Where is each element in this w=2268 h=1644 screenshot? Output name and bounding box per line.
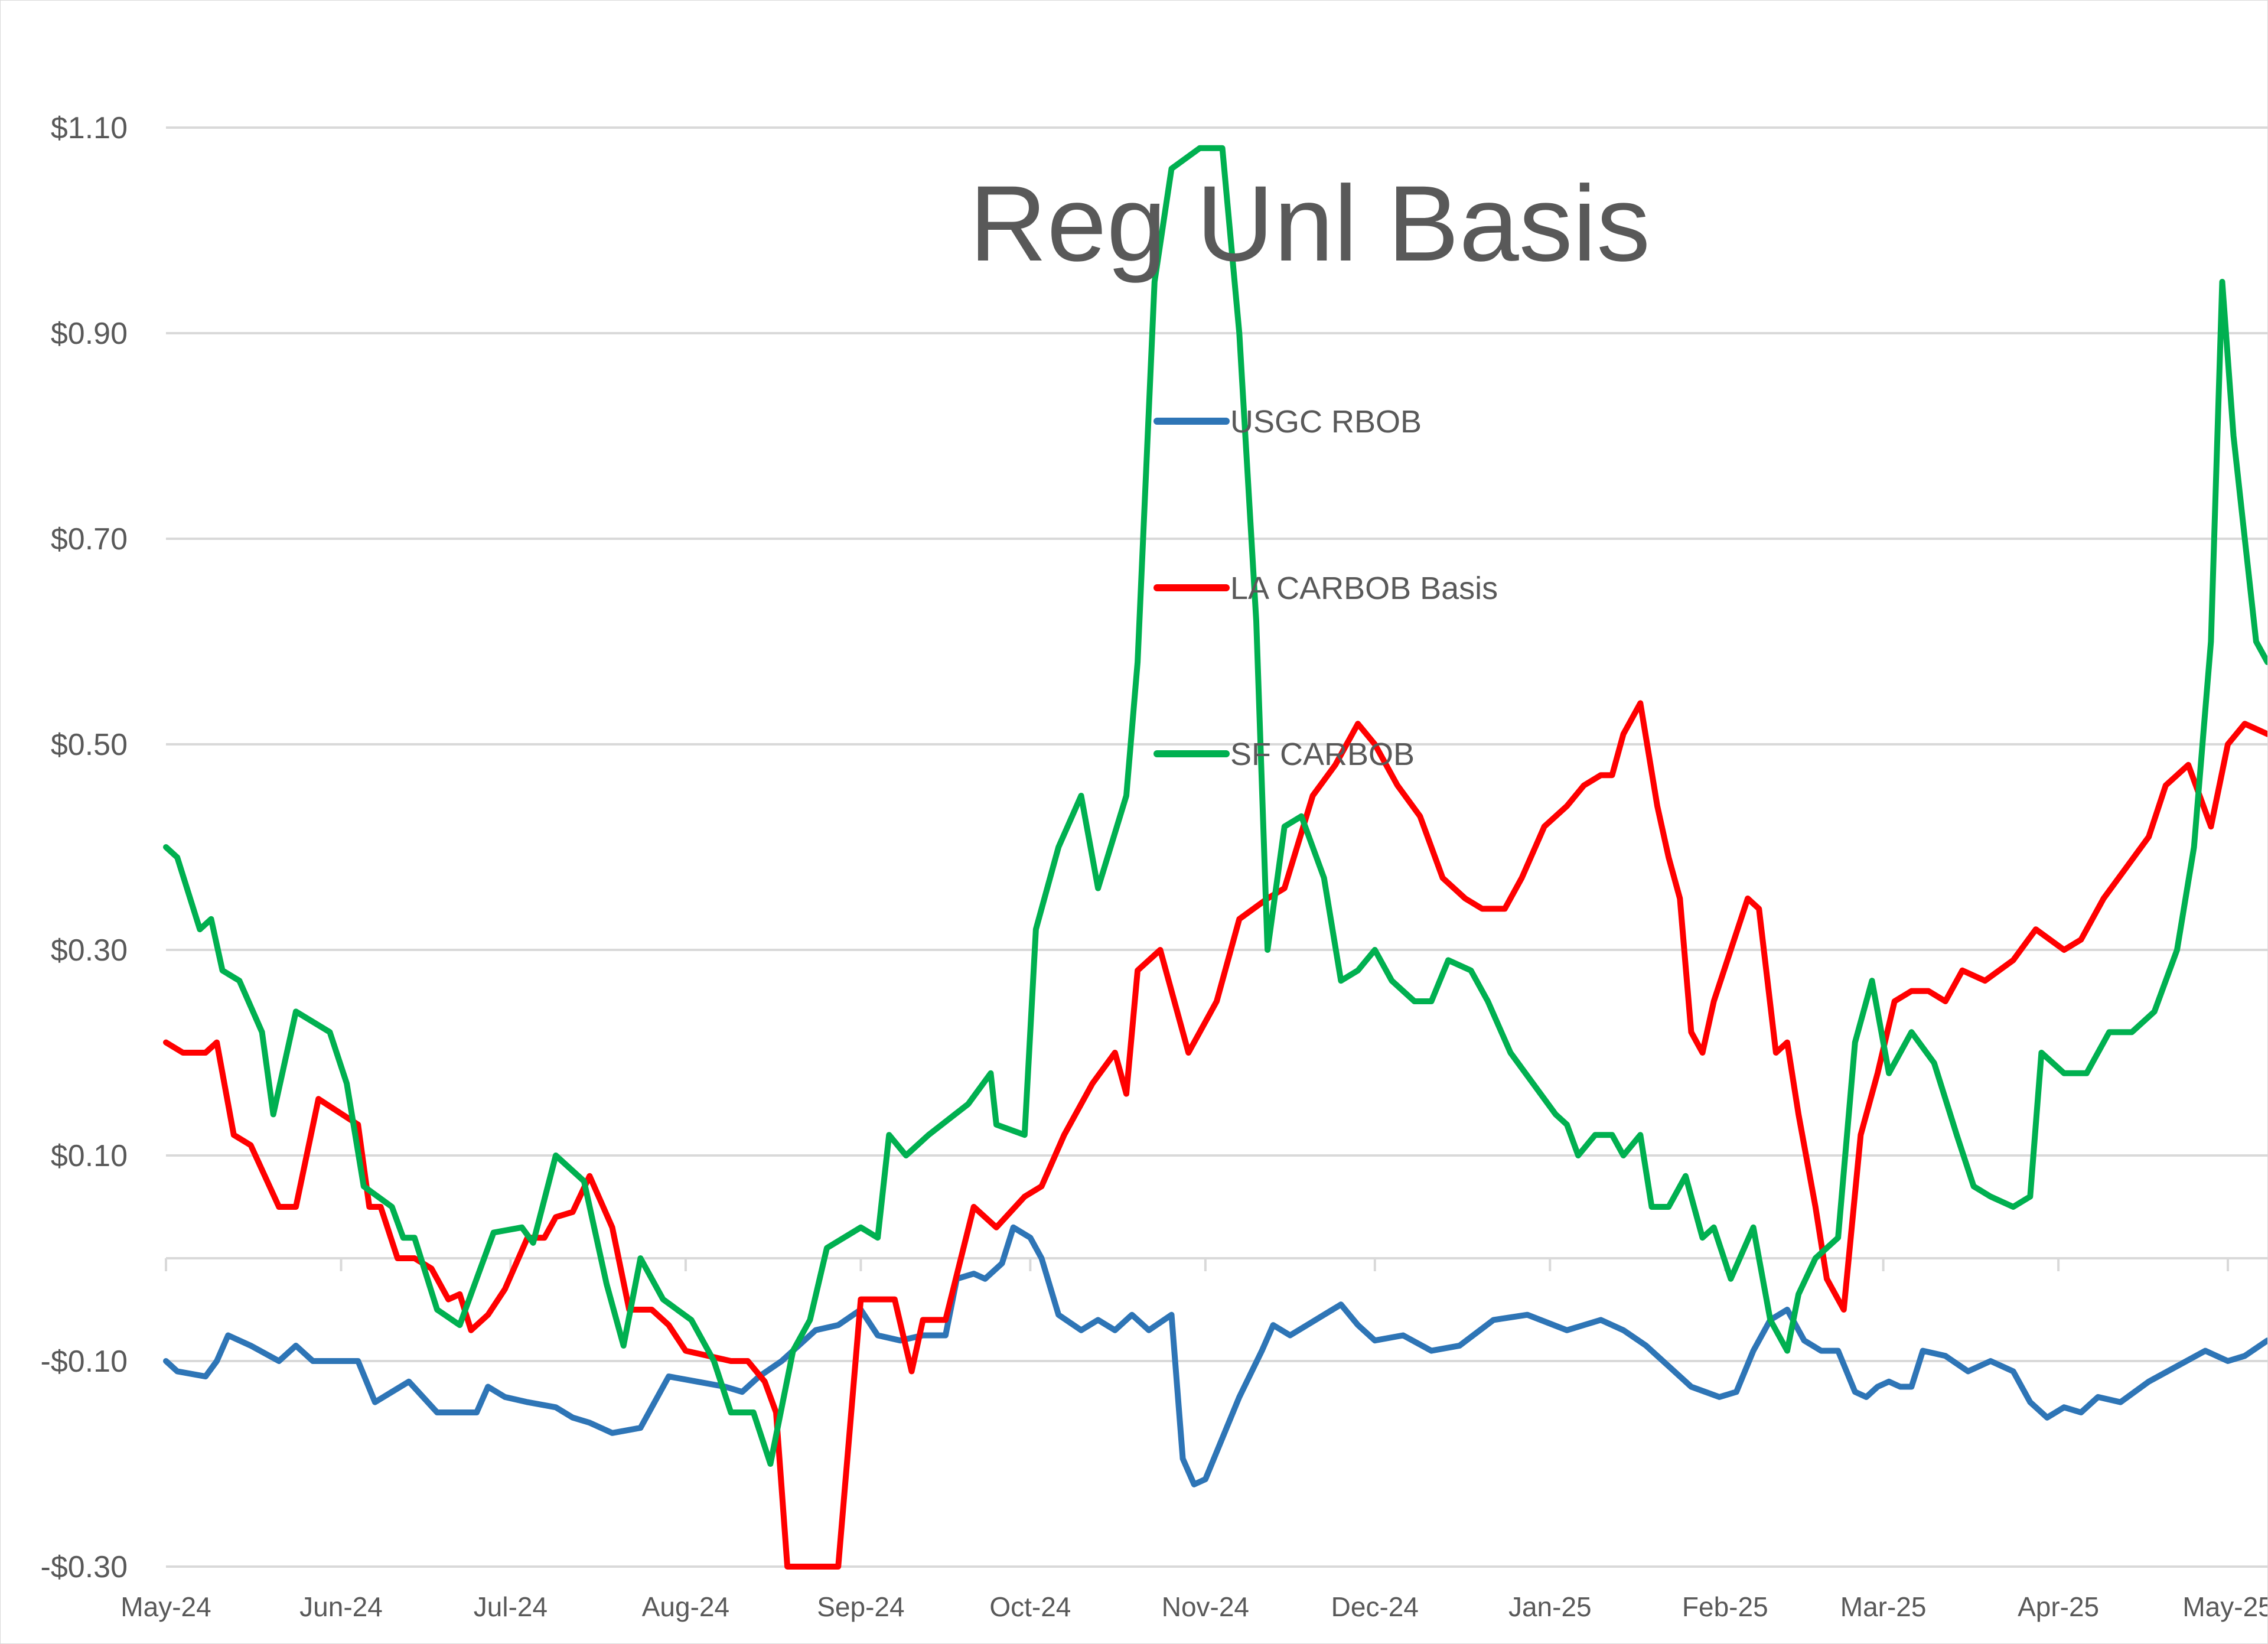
x-tick-label: May-25 (2182, 1591, 2267, 1622)
gridlines (166, 126, 2267, 1568)
x-tick-label: Mar-25 (1840, 1591, 1927, 1622)
legend-label: SF CARBOB (1230, 737, 1415, 772)
series-line-2 (163, 145, 2267, 1467)
y-axis-tick-labels: $1.10 $0.90 $0.70 $0.50 $0.30 $0.10 -$0.10 -$0.… (41, 111, 128, 1584)
legend-label: USGC RBOB (1230, 404, 1422, 440)
x-tick-label: Jan-25 (1508, 1591, 1592, 1622)
x-tick-label: Jun-24 (299, 1591, 383, 1622)
legend: USGC RBOB LA CARBOB Basis SF CARBOB (1153, 404, 1498, 772)
x-tick-label: Aug-24 (642, 1591, 729, 1622)
x-tick-label: Sep-24 (817, 1591, 904, 1622)
y-tick-label: -$0.30 (41, 1550, 128, 1584)
x-axis-tick-labels: May-24 Jun-24 Jul-24 Aug-24 Sep-24 Oct-24 Nov-… (120, 1591, 2267, 1622)
chart-title: Reg Unl Basis (969, 163, 1650, 284)
y-tick-label: $0.10 (51, 1139, 128, 1173)
series-line-1 (163, 700, 2267, 1570)
y-tick-label: $0.30 (51, 933, 128, 968)
x-tick-label: Oct-24 (989, 1591, 1071, 1622)
y-tick-label: $1.10 (51, 111, 128, 145)
y-tick-label: $0.90 (51, 317, 128, 351)
x-tick-label: Nov-24 (1162, 1591, 1249, 1622)
y-tick-label: -$0.10 (41, 1345, 128, 1379)
x-tick-label: Apr-25 (2018, 1591, 2099, 1622)
x-tick-label: Feb-25 (1682, 1591, 1768, 1622)
x-tick-label: May-24 (120, 1591, 211, 1622)
legend-label: LA CARBOB Basis (1230, 571, 1498, 606)
series-line-0 (163, 1224, 2267, 1487)
x-tick-label: Jul-24 (474, 1591, 548, 1622)
series-lines (163, 145, 2267, 1570)
x-tick-label: Dec-24 (1331, 1591, 1419, 1622)
y-tick-label: $0.50 (51, 728, 128, 762)
y-tick-label: $0.70 (51, 522, 128, 556)
